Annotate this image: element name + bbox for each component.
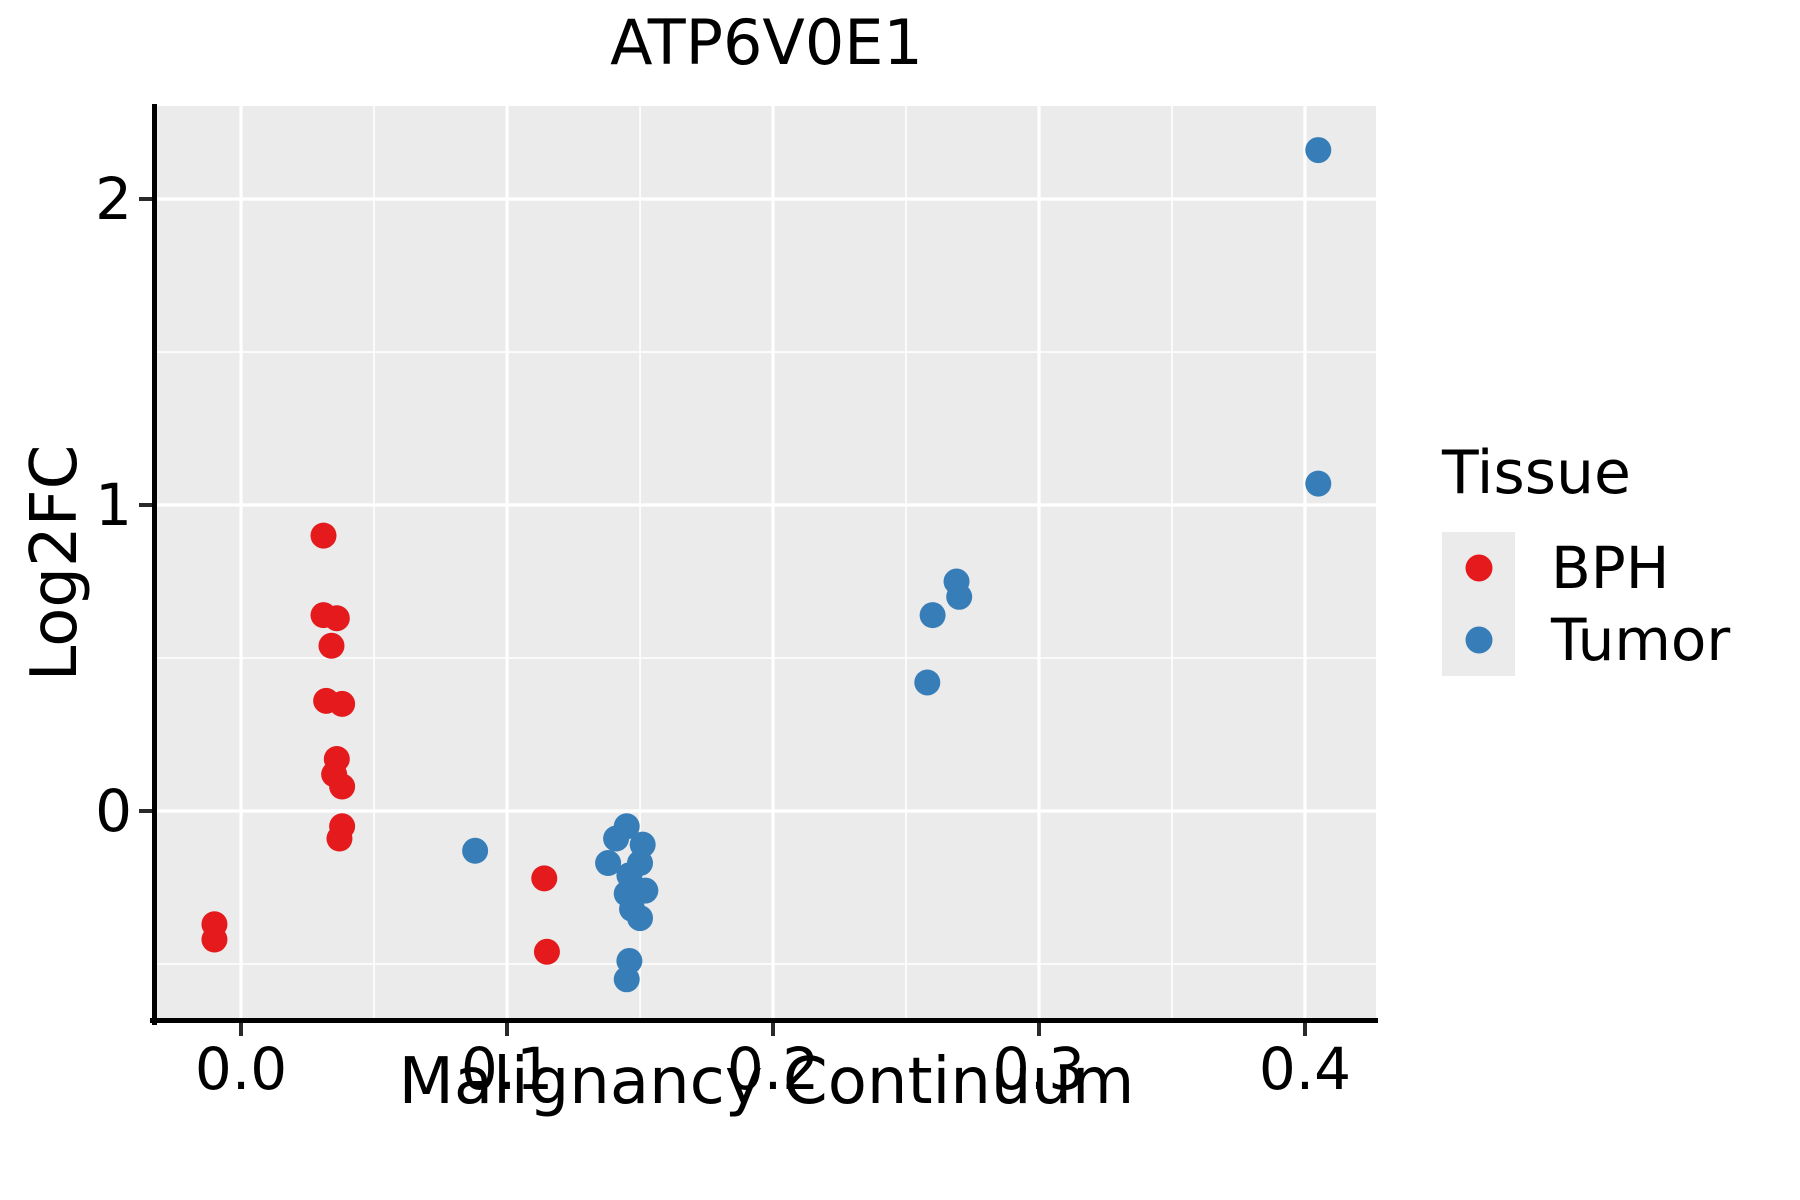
x-tick-label: 0.4 (1258, 1035, 1352, 1103)
legend-items: BPH Tumor (1442, 532, 1730, 676)
y-tick (139, 197, 152, 202)
y-tick (139, 503, 152, 507)
legend-dot-tumor (1465, 626, 1492, 654)
x-axis-line (150, 1018, 1378, 1023)
data-point-bph (531, 865, 558, 892)
y-tick-label: 1 (95, 471, 132, 539)
x-tick-label: 0.3 (992, 1035, 1086, 1103)
plot-area (157, 106, 1376, 1020)
x-tick (1302, 1023, 1307, 1036)
x-tick (505, 1023, 510, 1036)
data-point-bph (201, 926, 228, 953)
legend-item-label: Tumor (1551, 606, 1731, 674)
data-point-bph (329, 690, 356, 717)
data-point-tumor (613, 966, 640, 993)
legend-item-label: BPH (1551, 534, 1670, 602)
data-point-bph (318, 632, 345, 659)
data-point-bph (310, 522, 337, 549)
x-tick (771, 1023, 776, 1036)
data-point-tumor (462, 837, 489, 864)
data-point-tumor (603, 825, 630, 852)
x-tick (239, 1023, 244, 1036)
data-point-tumor (632, 877, 659, 904)
x-tick-label: 0.0 (194, 1035, 288, 1103)
data-point-bph (323, 605, 350, 632)
data-point-bph (326, 825, 353, 852)
data-point-tumor (627, 905, 654, 932)
legend-item-tumor: Tumor (1442, 604, 1730, 676)
y-tick-label: 2 (95, 165, 132, 234)
data-point-tumor (914, 669, 941, 696)
x-tick (1036, 1023, 1041, 1036)
y-tick (139, 809, 152, 813)
data-point-tumor (946, 583, 973, 610)
data-point-tumor (1305, 137, 1332, 164)
legend-title: Tissue (1442, 438, 1631, 508)
legend-key (1442, 532, 1515, 604)
y-axis-line (152, 104, 157, 1025)
x-tick-label: 0.2 (726, 1035, 820, 1103)
data-point-tumor (919, 602, 946, 629)
panel-background (157, 106, 1376, 1020)
legend-item-bph: BPH (1442, 532, 1730, 604)
x-tick-label: 0.1 (460, 1035, 554, 1103)
y-tick-label: 0 (95, 777, 132, 845)
legend-key (1442, 604, 1515, 676)
legend-dot-bph (1465, 554, 1492, 582)
data-point-bph (533, 938, 560, 965)
data-point-tumor (1305, 470, 1332, 497)
x-axis-label: Malignancy Continuum (398, 1045, 1135, 1119)
chart-title: ATP6V0E1 (610, 6, 923, 79)
legend: Tissue BPH Tumor (1442, 438, 1730, 676)
data-point-bph (329, 773, 356, 800)
data-point-tumor (595, 850, 622, 877)
